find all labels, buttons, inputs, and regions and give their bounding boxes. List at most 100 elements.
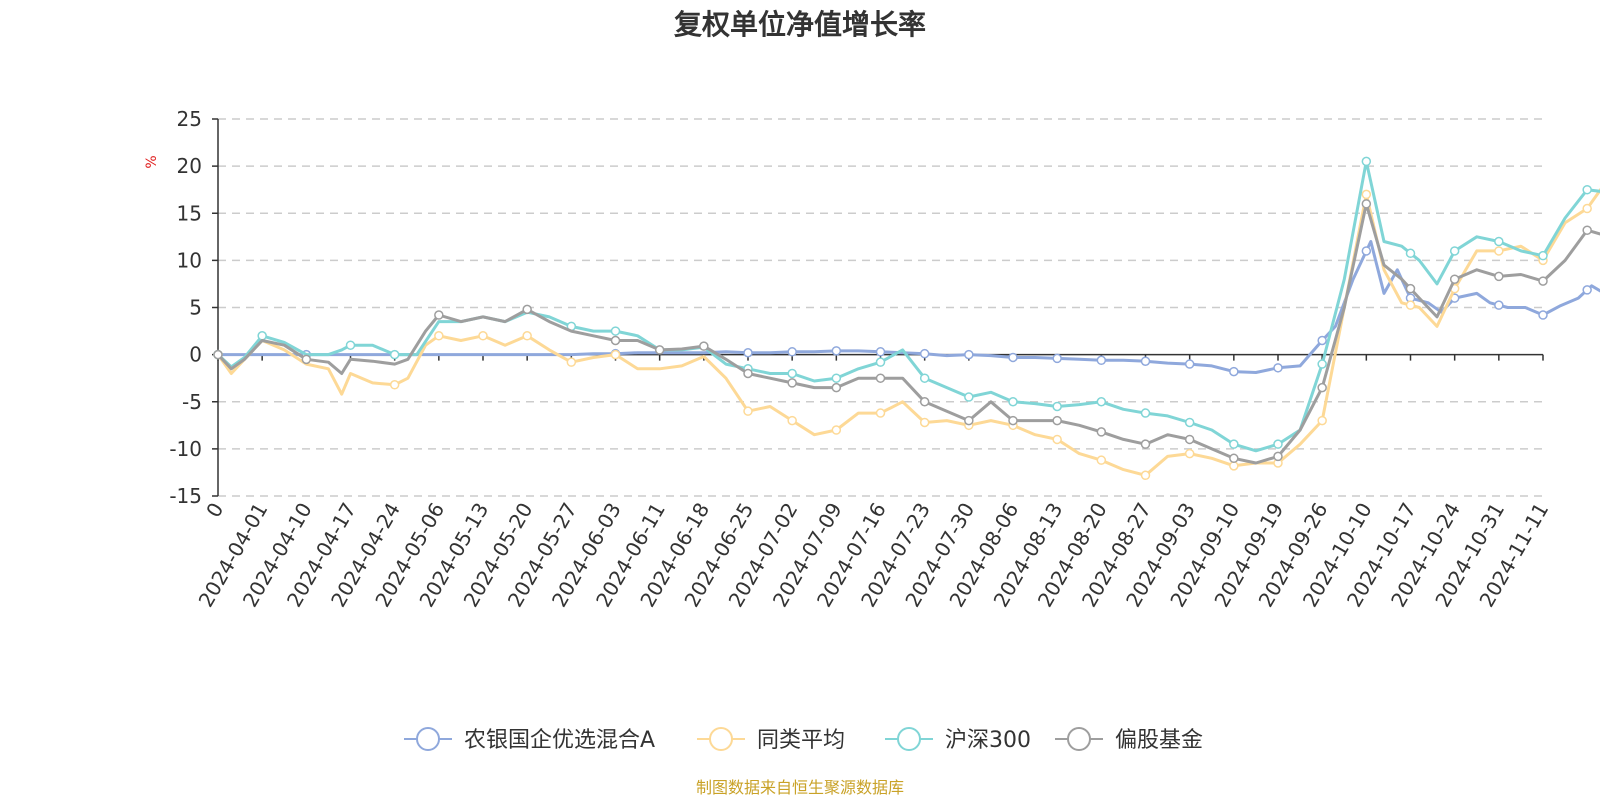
data-point-marker [1229,366,1239,377]
data-point-marker [1317,359,1327,369]
data-point-marker [389,349,400,360]
data-point-marker [1538,276,1548,286]
y-tick-label: 25 [177,107,202,131]
data-point-marker [743,368,753,379]
data-point-marker [1096,455,1107,465]
data-point-marker [257,331,267,341]
data-point-marker [1140,439,1151,449]
data-point-marker [1405,248,1416,259]
data-point-marker [1494,236,1504,247]
data-point-marker [1052,401,1062,412]
y-tick-label: 15 [177,201,202,225]
legend-item[interactable]: 农银国企优选混合A [404,727,655,753]
legend-label: 农银国企优选混合A [464,728,655,753]
data-point-marker [1008,415,1018,426]
data-point-marker [434,310,444,320]
data-point-marker [345,340,356,350]
data-point-marker [1096,355,1107,366]
legend-label: 沪深300 [945,728,1031,753]
data-point-marker [1538,310,1548,320]
legend-label: 同类平均 [757,728,845,753]
data-point-marker [654,345,665,355]
data-point-marker [875,357,886,367]
data-point-marker [1582,285,1592,295]
data-point-marker [1361,246,1372,256]
data-point-marker [1405,283,1416,294]
data-point-marker [919,397,930,407]
series-1 [213,187,1600,481]
data-point-marker [1317,415,1327,426]
legend[interactable]: 农银国企优选混合A 同类平均 沪深300 偏股基金 [404,727,1203,753]
data-point-marker [964,415,974,426]
data-point-marker [1582,203,1592,214]
y-tick-label: 10 [177,248,202,272]
data-point-marker [1361,189,1372,200]
data-point-marker [1052,415,1062,426]
data-point-marker [1494,271,1504,282]
data-point-marker [1273,439,1283,449]
data-point-marker [1229,453,1239,464]
data-point-marker [478,331,488,341]
legend-circle-icon [709,727,733,751]
data-point-marker [1140,408,1151,418]
data-point-marker [875,373,886,383]
series-lines [213,156,1600,481]
data-point-marker [1052,353,1062,364]
legend-circle-icon [416,727,440,751]
data-point-marker [1317,335,1327,346]
data-point-marker [875,347,886,357]
data-point-marker [919,348,930,359]
data-point-marker [1361,156,1372,167]
data-point-marker [1096,397,1107,407]
data-point-marker [1494,246,1504,256]
data-point-marker [964,349,974,360]
data-point-marker [1229,439,1239,449]
y-tick-labels: 25 20 15 10 5 0 -5 -10 -15 [169,107,202,508]
data-point-marker [1449,274,1460,284]
series-3 [213,199,1600,465]
data-point-marker [566,357,577,367]
data-point-marker [743,347,753,358]
data-point-marker [787,415,797,426]
data-point-marker [1096,427,1107,437]
data-point-marker [787,368,797,379]
data-point-marker [1317,382,1327,393]
legend-circle-icon [1067,727,1091,751]
data-point-marker [1140,470,1151,481]
data-point-marker [1273,363,1283,373]
data-point-marker [1273,451,1283,462]
y-tick-label: -10 [169,437,202,461]
data-point-marker [1008,352,1018,363]
legend-item[interactable]: 同类平均 [697,727,845,753]
data-point-marker [875,408,886,418]
y-tick-label: 5 [189,296,202,320]
data-point-marker [1405,300,1416,310]
data-point-marker [1184,359,1195,369]
data-point-marker [1494,300,1504,310]
legend-circle-icon [897,727,921,751]
data-point-marker [1184,434,1195,445]
series-line [216,159,1600,453]
legend-item[interactable]: 沪深300 [885,727,1031,753]
data-point-marker [1449,246,1460,256]
legend-label: 偏股基金 [1115,728,1203,753]
data-point-marker [1184,448,1195,459]
data-point-marker [1184,417,1195,428]
data-point-marker [1361,199,1372,209]
legend-item[interactable]: 偏股基金 [1055,727,1203,753]
data-point-marker [743,406,753,416]
y-axis-unit-label: % [144,155,160,168]
data-point-marker [1140,356,1151,366]
data-point-marker [831,346,842,356]
data-point-marker [1582,225,1592,235]
data-point-marker [610,349,621,360]
data-point-marker [610,335,621,346]
data-point-marker [522,331,532,341]
x-tick-labels: 02024-04-012024-04-102024-04-172024-04-2… [194,498,1554,611]
data-point-marker [213,349,223,360]
y-tick-label: -15 [169,484,202,508]
data-point-marker [1008,397,1018,407]
data-source-note: 制图数据来自恒生聚源数据库 [696,778,904,797]
grid-lines [218,118,1543,497]
